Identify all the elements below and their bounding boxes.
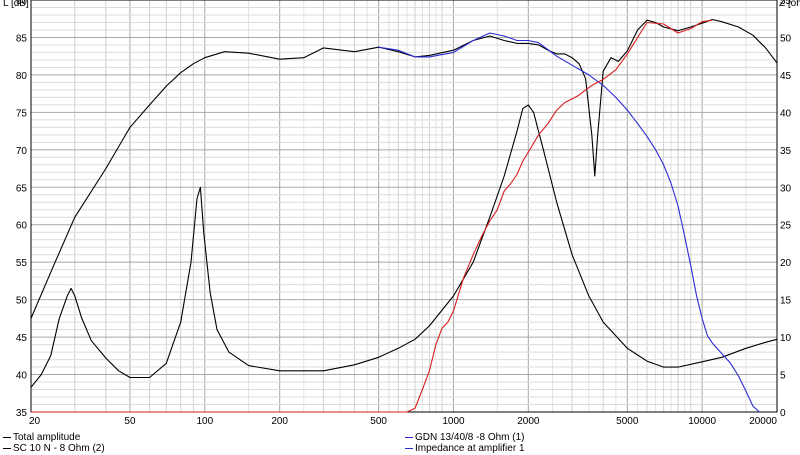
y-right-tick-label: 40 <box>780 108 792 119</box>
y-left-tick-label: 35 <box>16 408 28 419</box>
y-right-tick-label: 55 <box>780 0 792 7</box>
x-tick-label: 500 <box>370 416 387 427</box>
y-left-tick-label: 60 <box>16 221 28 232</box>
y-left-tick-label: 50 <box>16 296 28 307</box>
legend-label: Impedance at amplifier 1 <box>415 443 525 454</box>
x-tick-label: 5000 <box>616 416 639 427</box>
y-right-tick-label: 35 <box>780 146 792 157</box>
legend-label: Total amplitude <box>13 432 81 443</box>
x-tick-label: 100 <box>196 416 213 427</box>
y-right-tick-label: 0 <box>780 408 786 419</box>
y-right-tick-label: 5 <box>780 371 786 382</box>
y-right-tick-label: 45 <box>780 71 792 82</box>
legend-label: GDN 13/40/8 -8 Ohm (1) <box>415 432 525 443</box>
y-right-tick-label: 30 <box>780 183 792 194</box>
x-tick-label: 200 <box>271 416 288 427</box>
y-left-tick-label: 40 <box>16 371 28 382</box>
x-tick-label: 20000 <box>749 416 777 427</box>
y-left-tick-label: 70 <box>16 146 28 157</box>
x-tick-label: 1000 <box>442 416 465 427</box>
legend-swatch <box>405 447 413 449</box>
y-left-tick-label: 80 <box>16 71 28 82</box>
x-tick-label: 20 <box>29 416 41 427</box>
x-tick-label: 10000 <box>688 416 716 427</box>
series-line-2 <box>30 104 778 388</box>
y-left-tick-label: 75 <box>16 108 28 119</box>
y-left-tick-label: 65 <box>16 183 28 194</box>
legend-label: SC 10 N - 8 Ohm (2) <box>13 443 105 454</box>
y-right-tick-label: 25 <box>780 221 792 232</box>
series-line-4 <box>31 19 713 413</box>
y-left-tick-label: 90 <box>16 0 28 7</box>
y-right-tick-label: 15 <box>780 296 792 307</box>
legend-swatch <box>405 436 413 438</box>
y-left-tick-label: 85 <box>16 33 28 44</box>
legend-item-gdn: GDN 13/40/8 -8 Ohm (1) <box>405 432 524 444</box>
series-line-1 <box>30 18 778 319</box>
plot-area <box>31 0 777 412</box>
series-line-3 <box>378 32 760 413</box>
y-right-axis-label: Z [ohm] <box>779 0 800 9</box>
y-left-tick-label: 45 <box>16 333 28 344</box>
x-tick-label: 2000 <box>517 416 540 427</box>
legend-swatch <box>3 447 11 449</box>
legend-item-impedance: Impedance at amplifier 1 <box>405 443 525 455</box>
legend-item-total-amplitude: Total amplitude <box>3 432 80 444</box>
legend-swatch <box>3 436 11 438</box>
y-left-axis-label: L [dB] <box>3 0 29 9</box>
y-left-tick-label: 55 <box>16 258 28 269</box>
legend-item-sc10n: SC 10 N - 8 Ohm (2) <box>3 443 105 455</box>
y-right-tick-label: 20 <box>780 258 792 269</box>
y-right-tick-label: 50 <box>780 33 792 44</box>
y-right-tick-label: 10 <box>780 333 792 344</box>
x-tick-label: 50 <box>124 416 136 427</box>
